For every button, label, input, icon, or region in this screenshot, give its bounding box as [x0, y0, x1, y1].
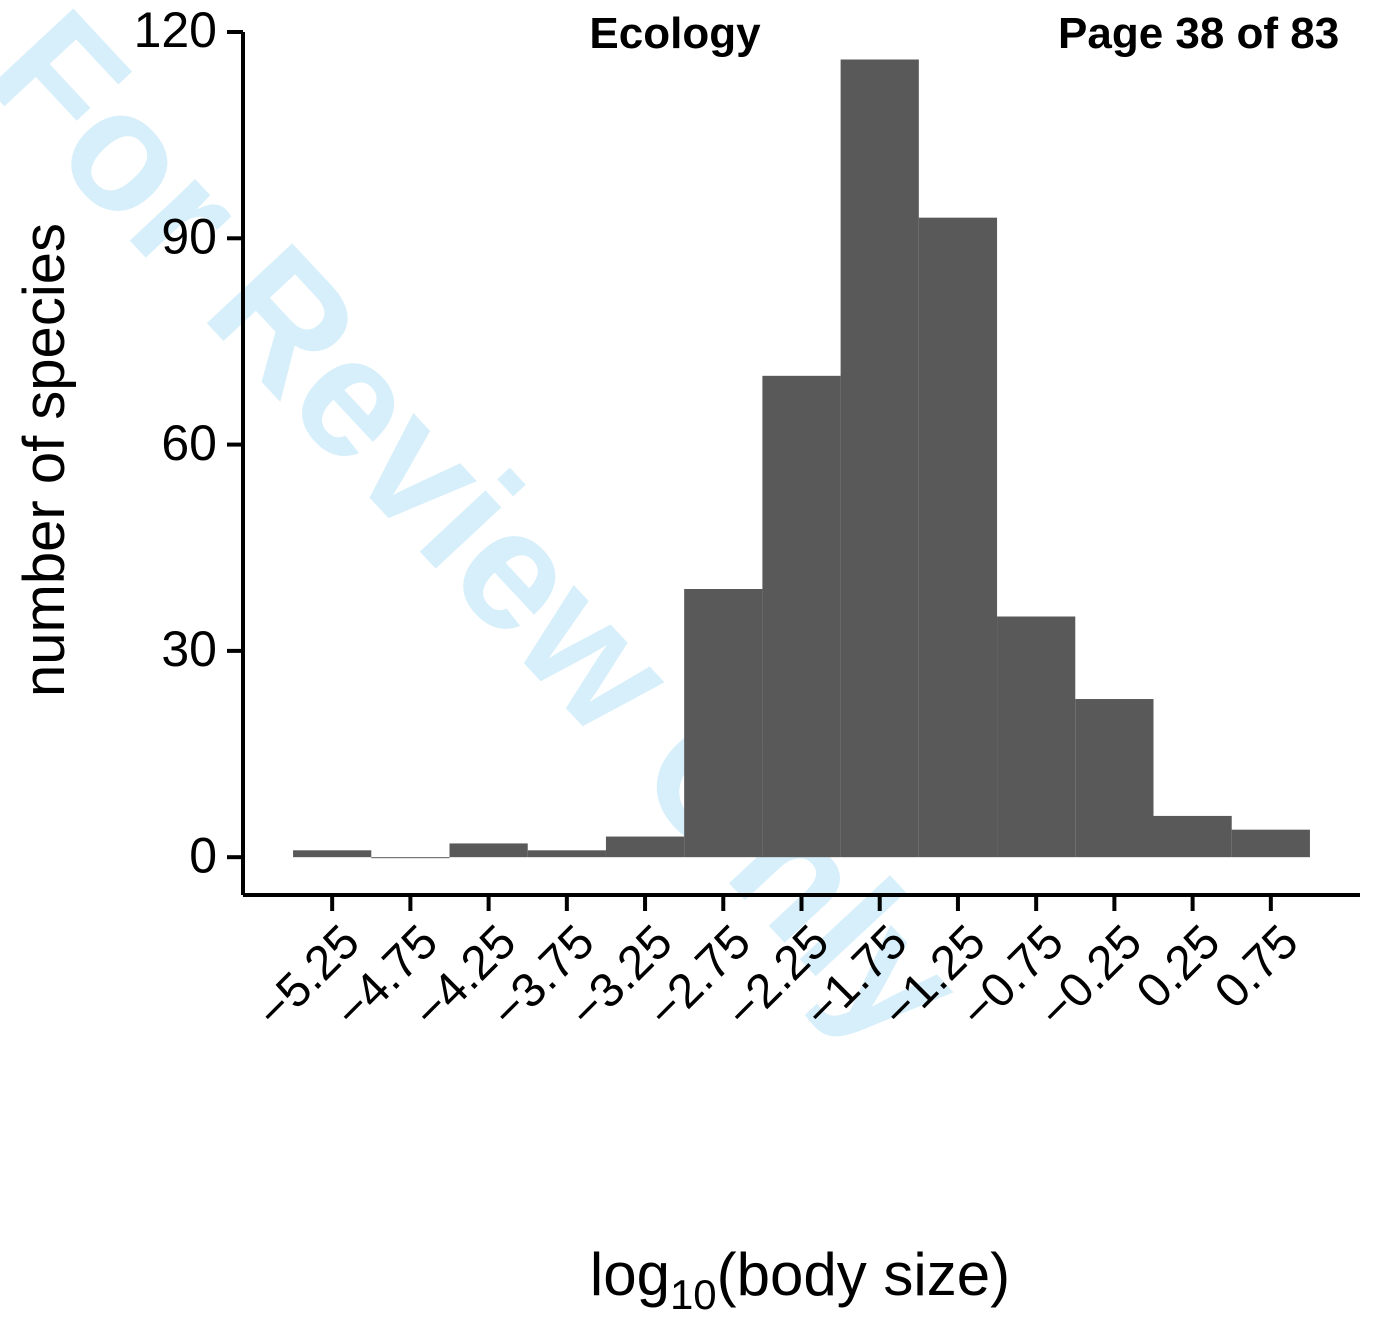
bar — [449, 843, 528, 858]
y-tick-label: 0 — [189, 827, 217, 883]
bar — [1075, 699, 1154, 858]
bar — [1153, 815, 1232, 858]
bar — [840, 59, 919, 858]
x-axis-title: log10(body size) — [590, 1241, 1010, 1318]
y-tick-label: 90 — [161, 208, 217, 264]
y-tick-label: 120 — [134, 2, 217, 58]
bar — [918, 217, 998, 858]
x-tick-label: 0.75 — [1205, 915, 1309, 1019]
bar — [997, 616, 1076, 858]
x-title-rest: (body size) — [717, 1241, 1010, 1308]
bar — [684, 588, 763, 858]
y-axis-title: number of species — [12, 223, 77, 697]
journal-header: Ecology — [589, 9, 761, 58]
bar — [1231, 829, 1310, 858]
bar — [371, 857, 450, 859]
page-header: Page 38 of 83 — [1058, 9, 1339, 58]
y-tick-label: 60 — [161, 415, 217, 471]
x-title-base: log — [590, 1241, 670, 1308]
bar — [527, 850, 606, 858]
bar — [762, 375, 841, 858]
x-title-subscript: 10 — [670, 1271, 717, 1318]
bar — [605, 836, 685, 858]
bar — [293, 850, 372, 858]
x-tick-label: 0.25 — [1127, 915, 1231, 1019]
y-tick-label: 30 — [161, 621, 217, 677]
